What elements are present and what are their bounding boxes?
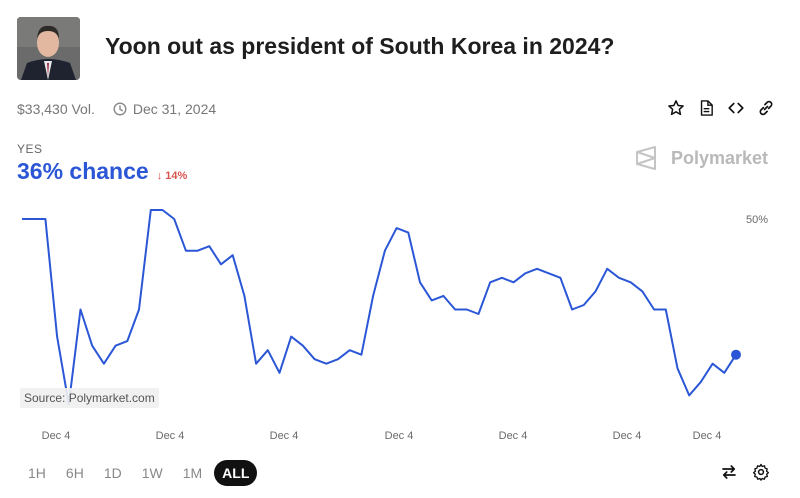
time-range-selector: 1H 6H 1D 1W 1M ALL <box>20 460 258 486</box>
x-tick-label: Dec 4 <box>693 430 722 442</box>
x-tick-label: Dec 4 <box>613 430 642 442</box>
market-meta: $33,430 Vol. Dec 31, 2024 <box>17 101 216 117</box>
x-tick-label: Dec 4 <box>385 430 414 442</box>
range-button-1w[interactable]: 1W <box>141 465 163 481</box>
y-tick-label: 50% <box>746 214 768 226</box>
polymarket-logo: Polymarket <box>633 144 768 172</box>
link-icon[interactable] <box>756 98 776 118</box>
last-point-marker <box>731 349 741 360</box>
range-button-1m[interactable]: 1M <box>182 465 203 481</box>
end-date: Dec 31, 2024 <box>113 101 216 117</box>
outcome-chance-row: 36% chance ↓ 14% <box>17 158 187 185</box>
embed-code-icon[interactable] <box>726 98 746 118</box>
star-icon[interactable] <box>666 98 686 118</box>
range-button-6h[interactable]: 6H <box>65 465 84 481</box>
chance-value: 36% chance <box>17 158 149 184</box>
chance-change: ↓ 14% <box>156 170 188 182</box>
chart-controls <box>720 463 770 481</box>
swap-icon[interactable] <box>720 463 738 481</box>
market-title: Yoon out as president of South Korea in … <box>105 33 615 59</box>
document-icon[interactable] <box>696 98 716 118</box>
gear-icon[interactable] <box>752 463 770 481</box>
series-line <box>22 209 737 406</box>
x-tick-label: Dec 4 <box>156 430 185 442</box>
end-date-text: Dec 31, 2024 <box>132 101 217 117</box>
x-tick-label: Dec 4 <box>499 430 528 442</box>
price-chart[interactable]: 50% Dec 4 Dec 4 Dec 4 Dec 4 Dec 4 Dec 4 Dec 4 <box>0 200 800 450</box>
market-avatar <box>17 17 80 80</box>
source-label: Source: Polymarket.com <box>20 388 159 408</box>
volume-text: $33,430 Vol. <box>17 101 95 117</box>
polymarket-icon <box>635 146 656 170</box>
range-button-1h[interactable]: 1H <box>28 465 46 481</box>
clock-icon <box>113 102 127 116</box>
x-tick-label: Dec 4 <box>270 430 299 442</box>
range-button-all[interactable]: ALL <box>214 460 258 486</box>
x-tick-label: Dec 4 <box>42 430 71 442</box>
range-button-1d[interactable]: 1D <box>103 465 122 481</box>
brand-name: Polymarket <box>670 147 768 168</box>
market-actions <box>666 98 776 118</box>
outcome-label: YES <box>17 142 43 156</box>
